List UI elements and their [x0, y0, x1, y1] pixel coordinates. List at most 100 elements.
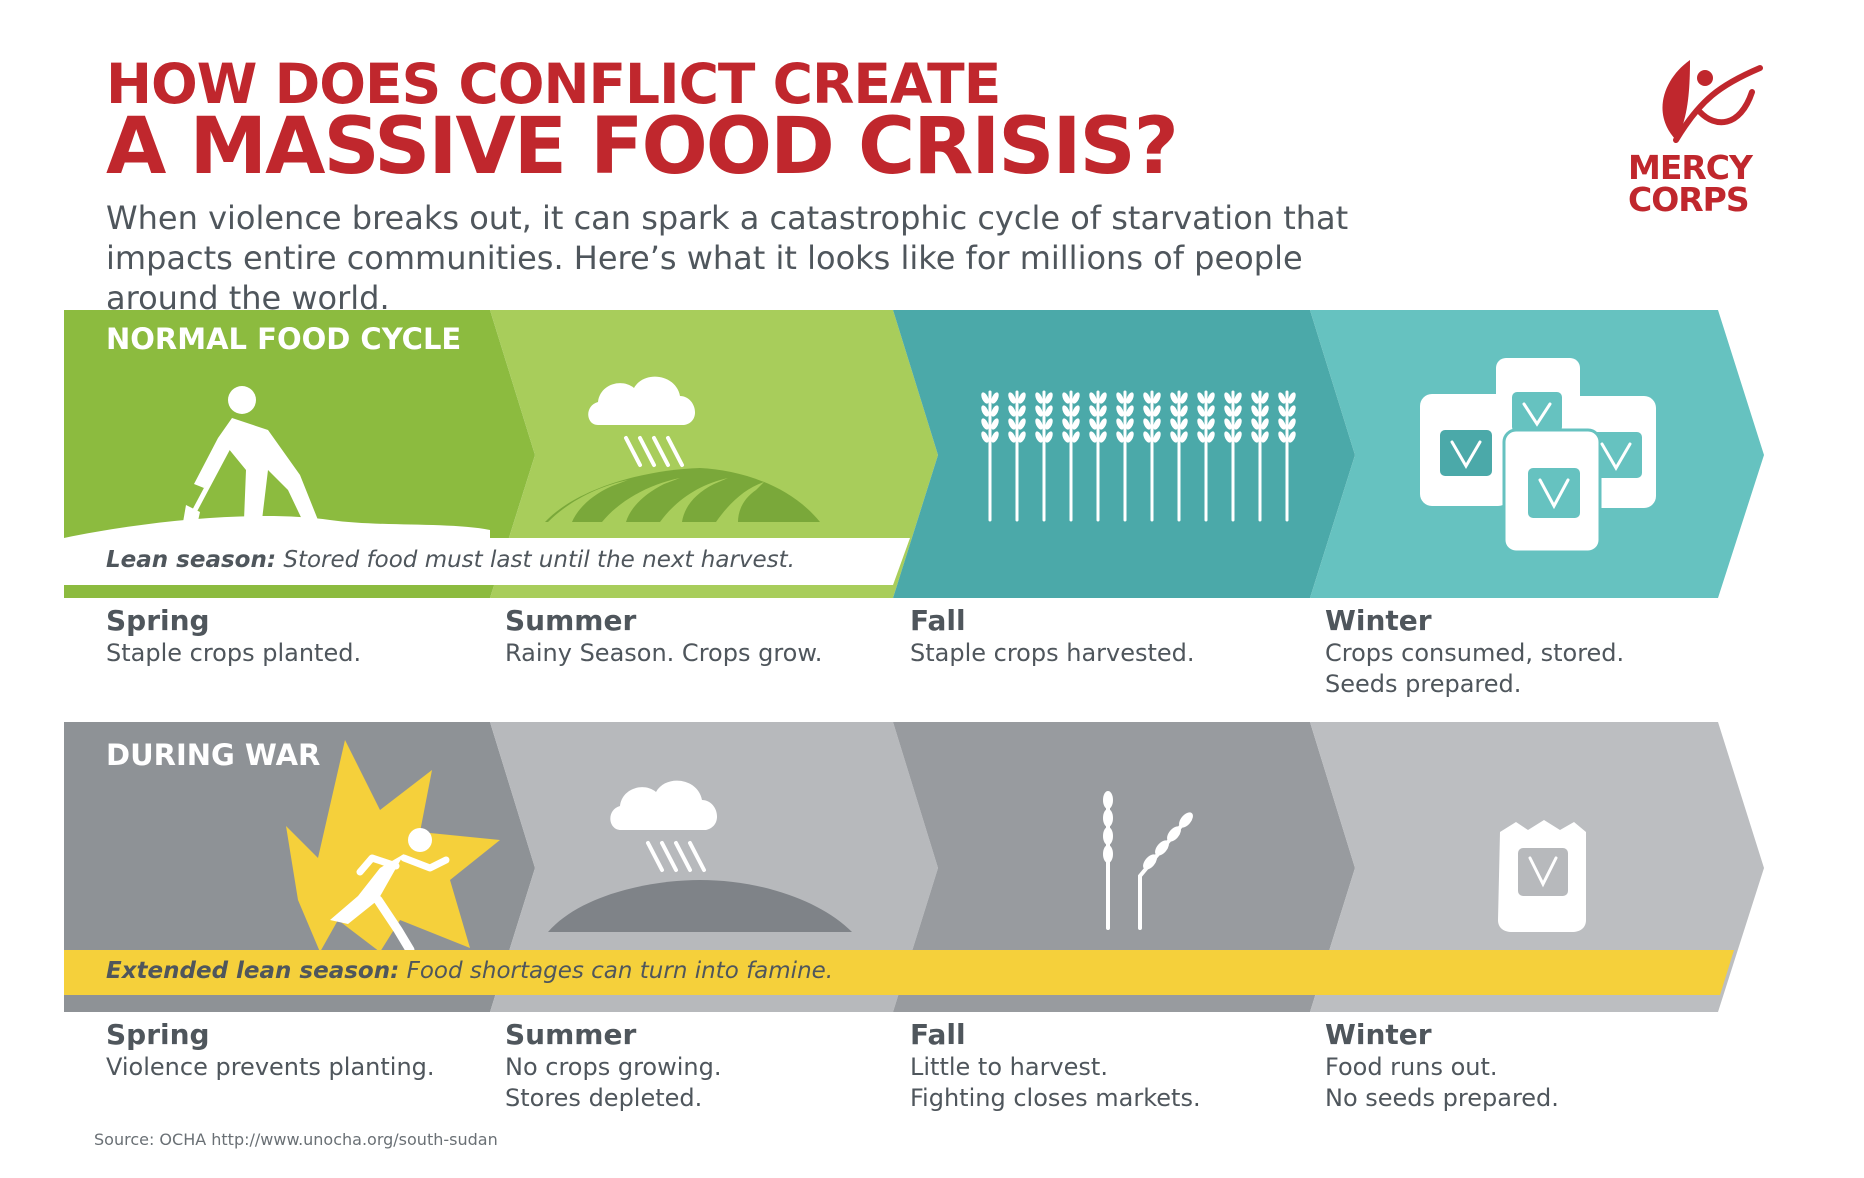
wheat-grain	[1180, 392, 1188, 404]
wheat-grain	[1126, 405, 1134, 417]
wheat-grain	[1143, 418, 1151, 430]
war-lean-label: Extended lean season:	[106, 958, 400, 984]
wheat-grain	[1278, 392, 1286, 404]
title-line-2: A MASSIVE FOOD CRISIS?	[106, 102, 1179, 192]
wheat-grain	[1143, 405, 1151, 417]
war-lean-bar	[64, 950, 1734, 995]
wheat-grain	[1089, 405, 1097, 417]
season-desc: Little to harvest.	[910, 1053, 1108, 1081]
wheat-grain	[1170, 392, 1178, 404]
wheat-grain	[1234, 405, 1242, 417]
wheat-grain	[1207, 431, 1215, 443]
wheat-grain	[1035, 405, 1043, 417]
logo-line-1: MERCY	[1628, 148, 1753, 187]
war-season-summer: Summer No crops growing. Stores depleted…	[505, 1018, 885, 1114]
wheat-grain	[1251, 418, 1259, 430]
wheat-grain	[1008, 418, 1016, 430]
wheat-grain	[1251, 431, 1259, 443]
wheat-grain	[1153, 431, 1161, 443]
wheat-grain	[991, 431, 999, 443]
wheat-grain	[1018, 418, 1026, 430]
wheat-grain	[1288, 405, 1296, 417]
rain-cloud-field-icon	[588, 376, 696, 467]
wheat-grain	[1288, 431, 1296, 443]
war-cycle-label: DURING WAR	[106, 738, 321, 772]
season-desc: No crops growing.	[505, 1053, 722, 1081]
wheat-grain	[1224, 418, 1232, 430]
wheat-grain	[1261, 418, 1269, 430]
wheat-grain	[1099, 392, 1107, 404]
wheat-grain	[1089, 431, 1097, 443]
normal-lean-text: Lean season: Stored food must last until…	[106, 547, 795, 573]
season-name: Summer	[505, 1018, 637, 1051]
wheat-grain	[981, 405, 989, 417]
wheat-grain	[1153, 418, 1161, 430]
wheat-grain	[1018, 405, 1026, 417]
war-summer-panel	[490, 722, 938, 1012]
wheat-grain	[1018, 392, 1026, 404]
war-season-spring: Spring Violence prevents planting.	[106, 1018, 486, 1083]
wheat-grain	[991, 392, 999, 404]
wheat-grain	[1116, 392, 1124, 404]
normal-season-summer: Summer Rainy Season. Crops grow.	[505, 604, 885, 669]
normal-season-winter: Winter Crops consumed, stored. Seeds pre…	[1325, 604, 1705, 700]
wheat-grain	[1116, 405, 1124, 417]
wheat-grain	[1035, 392, 1043, 404]
wheat-grain	[1288, 392, 1296, 404]
wheat-grain	[1099, 418, 1107, 430]
wheat-grain	[1045, 418, 1053, 430]
wheat-grain	[1153, 405, 1161, 417]
wheat-grain	[981, 392, 989, 404]
rain-cloud-bare-hill-icon	[610, 780, 718, 872]
season-name: Spring	[106, 1018, 210, 1051]
grain-sacks-icon	[1420, 358, 1656, 554]
wheat-grain	[1116, 418, 1124, 430]
normal-season-spring: Spring Staple crops planted.	[106, 604, 486, 669]
wheat-grain	[1224, 392, 1232, 404]
wheat-grain	[991, 405, 999, 417]
wheat-grain	[1143, 431, 1151, 443]
fleeing-person-icon	[330, 828, 450, 955]
wheat-grain	[1261, 431, 1269, 443]
explosion-icon	[286, 740, 500, 952]
normal-summer-panel	[490, 310, 938, 598]
source-citation: Source: OCHA http://www.unocha.org/south…	[94, 1130, 498, 1149]
wheat-grain	[1234, 418, 1242, 430]
wheat-grain	[1126, 431, 1134, 443]
wheat-grain	[1099, 431, 1107, 443]
normal-lean-bar	[64, 538, 910, 585]
wheat-grain	[1072, 392, 1080, 404]
farmer-hoeing-icon	[64, 386, 490, 538]
wheat-grain	[1018, 431, 1026, 443]
wheat-grain	[1234, 392, 1242, 404]
season-desc: Food runs out.	[1325, 1053, 1498, 1081]
wheat-grain	[1180, 418, 1188, 430]
wheat-grain	[981, 431, 989, 443]
wheat-grain	[1062, 431, 1070, 443]
title-line-1: HOW DOES CONFLICT CREATE	[106, 52, 1001, 116]
wheat-grain	[1261, 405, 1269, 417]
wheat-grain	[1251, 405, 1259, 417]
wheat-grain	[1045, 431, 1053, 443]
wheat-grain	[1207, 405, 1215, 417]
wheat-row-icon	[981, 390, 1296, 522]
season-desc: Rainy Season. Crops grow.	[505, 639, 823, 667]
field-furrows-icon	[545, 468, 820, 522]
wheat-grain	[1278, 405, 1286, 417]
wheat-grain	[1170, 418, 1178, 430]
wheat-grain	[1045, 392, 1053, 404]
wheat-grain	[1197, 392, 1205, 404]
wheat-grain	[1008, 405, 1016, 417]
wheat-grain	[1045, 405, 1053, 417]
wheat-grain	[1288, 418, 1296, 430]
wheat-grain	[1035, 418, 1043, 430]
wheat-grain	[1072, 431, 1080, 443]
wheat-grains-icon	[1103, 791, 1193, 870]
wheat-grain	[1126, 392, 1134, 404]
wheat-grain	[1224, 431, 1232, 443]
wheat-grain	[1197, 418, 1205, 430]
wheat-grain	[1126, 418, 1134, 430]
season-desc: Staple crops harvested.	[910, 639, 1195, 667]
